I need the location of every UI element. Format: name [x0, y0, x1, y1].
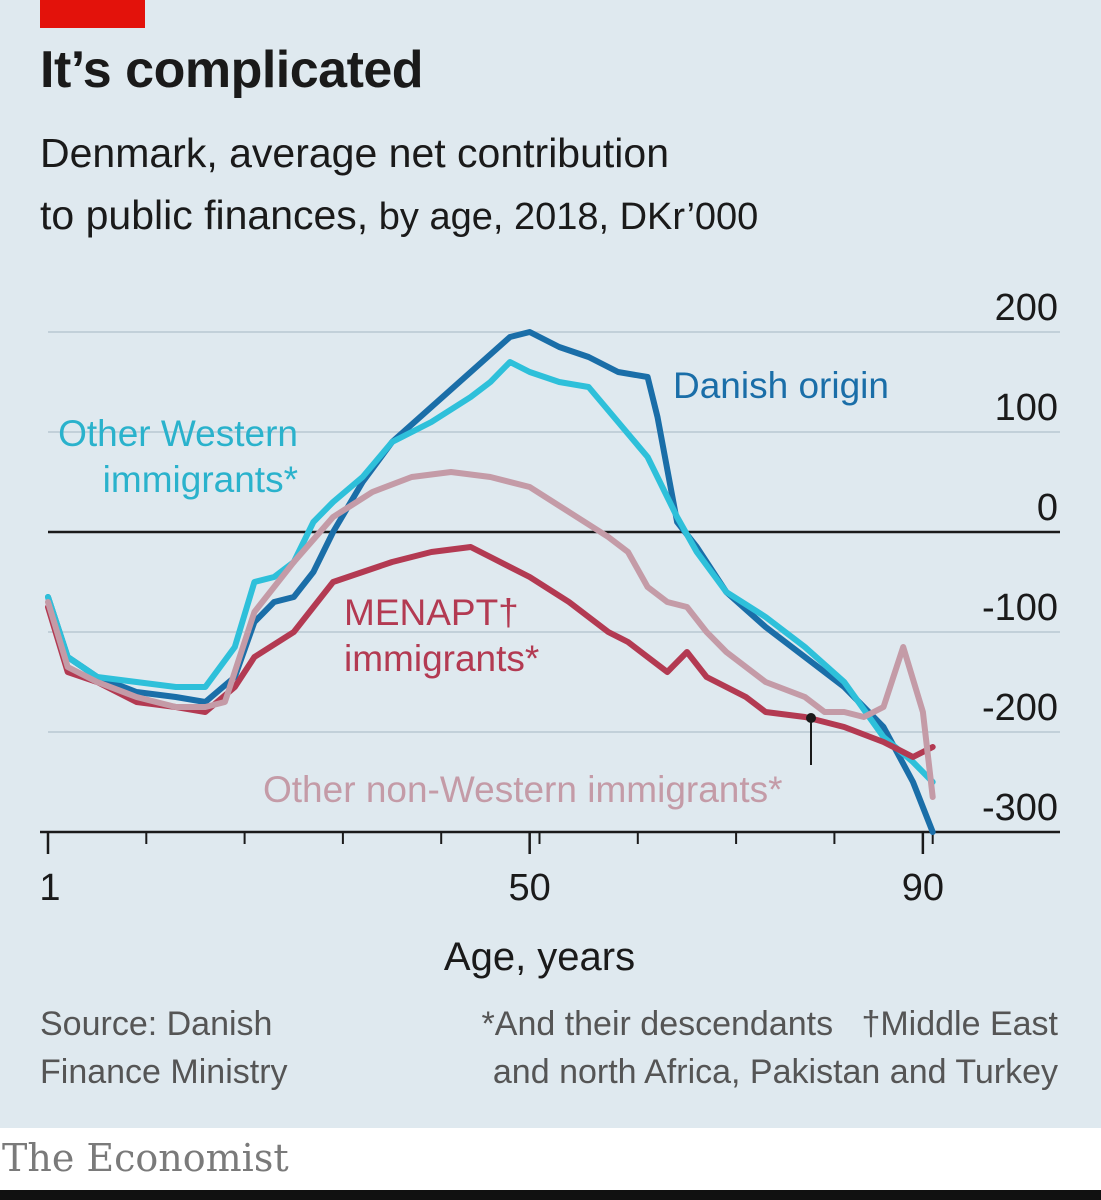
series-label-1-line-1: Danish origin — [673, 365, 889, 406]
footnote-line-1: *And their descendants †Middle East — [481, 1005, 1058, 1043]
y-tick-label--100: -100 — [982, 587, 1058, 629]
bottom-strip — [0, 1190, 1101, 1200]
axis-layer: 200 100 0 -100 -200 -300 1 50 90 Age, years — [39, 287, 1060, 979]
subtitle-line-2: to public finances, by age, 2018, DKr’00… — [40, 184, 940, 248]
y-tick-label-200: 200 — [995, 287, 1058, 329]
label-layer: Danish origin Other Western immigrants* MEN… — [58, 365, 889, 810]
series-line-1 — [45, 329, 936, 835]
subtitle-line-2-main: to public finances, — [40, 192, 369, 238]
series-label-3-line-2: immigrants* — [344, 638, 539, 679]
economist-red-tag — [40, 0, 145, 28]
x-tick-label-1: 1 — [39, 867, 60, 909]
y-tick-label--300: -300 — [982, 787, 1058, 829]
y-tick-label-0: 0 — [1037, 487, 1058, 529]
series-label-2-line-2: immigrants* — [103, 459, 298, 500]
series-line-2 — [45, 359, 936, 785]
subtitle-line-2-light: by age, 2018, DKr’000 — [368, 196, 759, 238]
chart-subtitle: Denmark, average net contribution to pub… — [40, 122, 940, 248]
source-note: Source: Danish Finance Ministry — [40, 1000, 288, 1096]
chart-title: It’s complicated — [40, 41, 424, 99]
x-tick-label-90: 90 — [902, 867, 944, 909]
x-axis-title: Age, years — [444, 935, 635, 979]
label-pointer-dot — [806, 713, 816, 723]
y-tick-label-100: 100 — [995, 387, 1058, 429]
x-tick-label-50: 50 — [509, 867, 551, 909]
chart-panel — [0, 0, 1101, 1128]
source-line-1: Source: Danish — [40, 1005, 273, 1043]
series-line-3 — [45, 544, 936, 760]
source-line-2: Finance Ministry — [40, 1053, 288, 1091]
footnote-line-2: and north Africa, Pakistan and Turkey — [492, 1053, 1058, 1091]
series-layer — [45, 329, 936, 835]
brand-name: The Economist — [2, 1136, 289, 1180]
subtitle-line-1: Denmark, average net contribution — [40, 130, 670, 176]
brand-bar — [0, 1128, 1101, 1200]
y-tick-label--200: -200 — [982, 687, 1058, 729]
line-chart: 200 100 0 -100 -200 -300 1 50 90 Age, years Danis… — [39, 287, 1060, 979]
series-label-3-line-1: MENAPT† — [344, 592, 519, 633]
series-label-2-line-1: Other Western — [58, 413, 298, 454]
footnotes: *And their descendants †Middle East and … — [482, 1000, 1058, 1096]
series-label-4-line-1: Other non-Western immigrants* — [263, 769, 783, 810]
series-line-4 — [45, 469, 936, 800]
